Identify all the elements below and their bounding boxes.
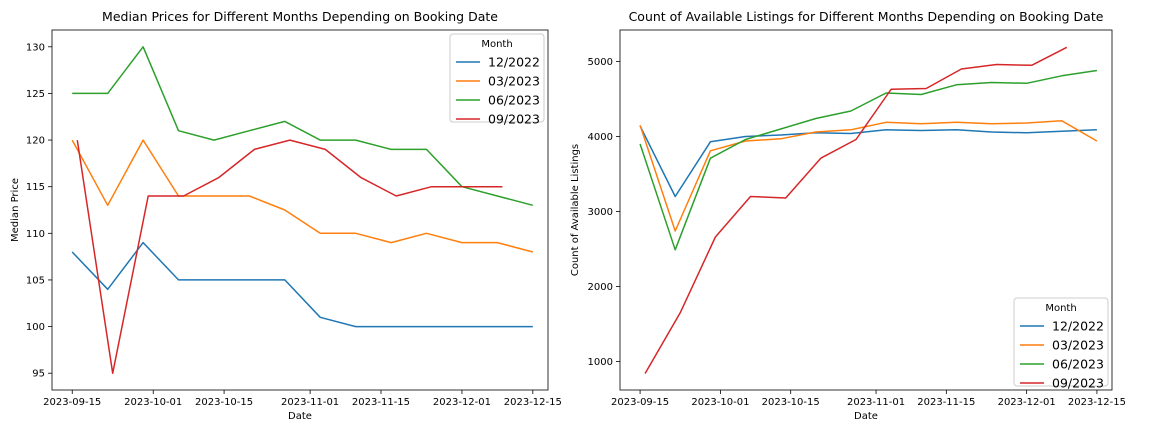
series-line-06-2023	[72, 46, 533, 207]
series-line-06-2023	[639, 69, 1098, 251]
legend-entry: 12/2022	[488, 55, 540, 70]
series-line-03-2023	[639, 120, 1098, 232]
chart-title: Median Prices for Different Months Depen…	[102, 9, 498, 24]
legend-entry: 09/2023	[1052, 376, 1104, 391]
x-tick-label: 2023-12-01	[998, 397, 1056, 408]
y-tick-label: 95	[32, 369, 45, 380]
x-tick-label: 2023-12-15	[504, 397, 562, 408]
x-tick-label: 2023-12-01	[433, 397, 491, 408]
median-price-chart: Median Prices for Different Months Depen…	[10, 9, 562, 422]
series-line-09-2023	[76, 139, 503, 374]
y-axis-label: Count of Available Listings	[570, 144, 581, 276]
y-tick-label: 130	[26, 42, 45, 53]
y-tick-label: 1000	[588, 357, 613, 368]
y-tick-label: 115	[26, 182, 45, 193]
x-tick-label: 2023-10-15	[195, 397, 253, 408]
x-tick-label: 2023-11-15	[352, 397, 410, 408]
chart-title: Count of Available Listings for Differen…	[629, 9, 1104, 24]
y-tick-label: 110	[26, 229, 45, 240]
y-tick-label: 3000	[588, 207, 613, 218]
x-axis-label: Date	[854, 411, 878, 422]
x-tick-label: 2023-09-15	[43, 397, 101, 408]
listings-count-chart: Count of Available Listings for Differen…	[570, 9, 1126, 422]
legend-entry: 03/2023	[1052, 338, 1104, 353]
legend-entry: 06/2023	[1052, 357, 1104, 372]
y-tick-label: 5000	[588, 57, 613, 68]
legend-entry: 12/2022	[1052, 319, 1104, 334]
series-line-03-2023	[71, 139, 533, 253]
legend-title: Month	[1045, 303, 1076, 314]
legend-entry: 06/2023	[488, 93, 540, 108]
legend-entry: 03/2023	[488, 74, 540, 89]
y-tick-label: 105	[26, 275, 45, 286]
y-tick-label: 2000	[588, 282, 613, 293]
x-tick-label: 2023-10-15	[762, 397, 820, 408]
x-tick-label: 2023-09-15	[611, 397, 669, 408]
legend-entry: 09/2023	[488, 112, 540, 127]
x-axis-label: Date	[288, 411, 312, 422]
legend-title: Month	[481, 39, 512, 50]
x-tick-label: 2023-10-01	[124, 397, 182, 408]
y-tick-label: 4000	[588, 132, 613, 143]
plot-frame	[51, 29, 549, 391]
series-line-12-2022	[71, 241, 533, 328]
y-tick-label: 120	[26, 136, 45, 147]
series-line-09-2023	[644, 46, 1068, 374]
x-tick-label: 2023-11-01	[281, 397, 339, 408]
x-tick-label: 2023-11-01	[847, 397, 905, 408]
y-tick-label: 125	[26, 89, 45, 100]
y-tick-label: 100	[26, 322, 45, 333]
x-tick-label: 2023-11-15	[917, 397, 975, 408]
x-tick-label: 2023-10-01	[691, 397, 749, 408]
y-axis-label: Median Price	[10, 178, 21, 242]
legend: Month 12/2022 03/2023 06/2023 09/2023	[1013, 297, 1109, 391]
plot-frame	[619, 29, 1113, 391]
series-line-12-2022	[639, 125, 1097, 198]
x-tick-label: 2023-12-15	[1068, 397, 1126, 408]
legend: Month 12/2022 03/2023 06/2023 09/2023	[449, 33, 545, 127]
